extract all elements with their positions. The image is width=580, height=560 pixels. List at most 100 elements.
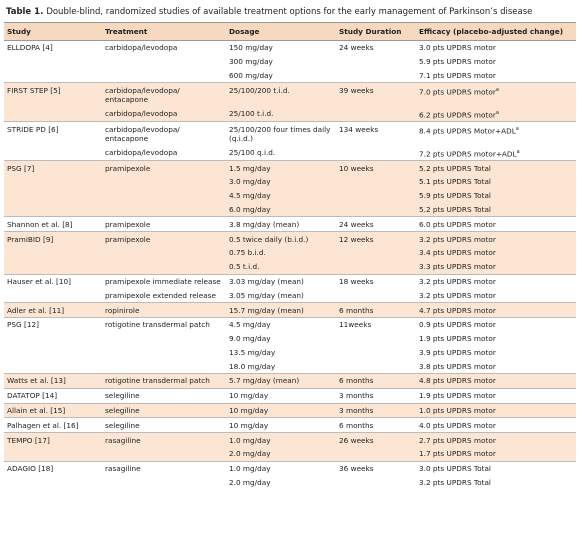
table-row: Shannon et al. [8] pramipexole 3.8 mg/day … (4, 216, 576, 232)
treatment-cell: rasagiline (102, 432, 226, 447)
column-header: Efficacy (placebo-adjusted change) (416, 23, 576, 41)
table-row: Hauser et al. [10] pramipexole immediate … (4, 273, 576, 303)
table-row: 9.0 mg/day 1.9 pts UPDRS motor (4, 332, 576, 346)
treatment-cell: selegiline (102, 417, 226, 433)
efficacy-text: 3.0 pts UPDRS Total (419, 464, 491, 474)
table-row: Palhagen et al. [16] selegiline 10 mg/day 6… (4, 417, 576, 433)
efficacy-cell: 2.7 pts UPDRS motor (416, 432, 576, 447)
dosage-cell: 15.7 mg/day (mean) (226, 302, 336, 318)
efficacy-text: 3.2 pts UPDRS motor (419, 290, 496, 300)
dosage-cell: 25/100/200 four times daily (q.i.d.) (226, 121, 336, 146)
treatment-cell: carbidopa/levodopa/ entacapone (102, 121, 226, 146)
study-cell: PSG [12] (4, 316, 102, 374)
duration-cell: 24 weeks (336, 39, 416, 55)
treatment-cell: selegiline (102, 402, 226, 418)
study-cell: Palhagen et al. [16] (4, 417, 102, 433)
table-row: TEMPO [17] rasagiline 1.0 mg/day 26 weeks 2.… (4, 432, 576, 462)
efficacy-cell: 8.4 pts UPDRS Motor+ADLa (416, 121, 576, 146)
treatment-cell (102, 246, 226, 260)
table-row: PSG [12] rotigotine transdermal patch 4.5 … (4, 316, 576, 374)
efficacy-text: 1.7 pts UPDRS motor (419, 449, 496, 459)
study-cell: Hauser et al. [10] (4, 273, 102, 303)
table-row: ADAGIO [18] rasagiline 1.0 mg/day 36 weeks 3… (4, 460, 576, 490)
efficacy-cell: 5.2 pts UPDRS Total (416, 160, 576, 176)
duration-cell (336, 188, 416, 203)
efficacy-cell: 5.1 pts UPDRS Total (416, 175, 576, 189)
efficacy-cell: 3.2 pts UPDRS motor (416, 288, 576, 302)
duration-cell: 3 months (336, 402, 416, 418)
table-title: Table 1. Double-blind, randomized studies… (4, 4, 576, 23)
duration-cell (336, 446, 416, 462)
efficacy-cell: 1.9 pts UPDRS motor (416, 332, 576, 346)
efficacy-cell: 6.2 pts UPDRS motora (416, 106, 576, 122)
efficacy-text: 7.1 pts UPDRS motor (419, 70, 496, 80)
table-row: 2.0 mg/day 1.7 pts UPDRS motor (4, 446, 576, 462)
duration-cell (336, 359, 416, 373)
duration-cell (336, 106, 416, 122)
treatment-cell: pramipexole (102, 160, 226, 176)
treatment-cell: pramipexole (102, 216, 226, 232)
treatment-cell: rasagiline (102, 460, 226, 476)
treatment-cell: pramipexole (102, 231, 226, 246)
study-cell: STRIDE PD [6] (4, 121, 102, 161)
efficacy-text: 1.9 pts UPDRS motor (419, 391, 496, 401)
duration-cell: 24 weeks (336, 216, 416, 232)
dosage-cell: 3.0 mg/day (226, 175, 336, 189)
treatment-cell (102, 332, 226, 346)
table-row: ELLDOPA [4] carbidopa/levodopa 150 mg/day 2… (4, 39, 576, 83)
duration-cell: 18 weeks (336, 273, 416, 289)
treatment-cell: carbidopa/levodopa (102, 106, 226, 122)
efficacy-text: 5.2 pts UPDRS Total (419, 163, 491, 173)
efficacy-text: 3.3 pts UPDRS motor (419, 262, 496, 272)
duration-cell: 26 weeks (336, 432, 416, 447)
table-row: FIRST STEP [5] carbidopa/levodopa/ entaca… (4, 82, 576, 122)
table-row: PSG [7] pramipexole 1.5 mg/day 10 weeks 5.2 … (4, 160, 576, 217)
efficacy-text: 3.2 pts UPDRS motor (419, 276, 496, 286)
dosage-cell: 2.0 mg/day (226, 446, 336, 462)
column-header: Study (4, 23, 102, 41)
efficacy-text: 7.0 pts UPDRS motor (419, 87, 496, 97)
efficacy-cell: 3.0 pts UPDRS motor (416, 39, 576, 55)
efficacy-text: 4.7 pts UPDRS motor (419, 305, 496, 315)
dosage-cell: 10 mg/day (226, 402, 336, 418)
footnote-mark: a (495, 109, 499, 116)
study-cell: TEMPO [17] (4, 432, 102, 462)
efficacy-cell: 3.2 pts UPDRS motor (416, 273, 576, 289)
treatment-cell: rotigotine transdermal patch (102, 316, 226, 332)
efficacy-text: 3.2 pts UPDRS Total (419, 477, 491, 487)
study-cell: PramiBID [9] (4, 231, 102, 275)
efficacy-cell: 3.2 pts UPDRS motor (416, 231, 576, 246)
dosage-cell: 9.0 mg/day (229, 334, 271, 344)
dosage-cell: 1.5 mg/day (226, 160, 336, 176)
table-row: 300 mg/day 5.9 pts UPDRS motor (4, 55, 576, 69)
dosage-cell: 2.0 mg/day (229, 477, 271, 487)
efficacy-cell: 1.0 pts UPDRS motor (416, 402, 576, 418)
treatment-cell (102, 55, 226, 69)
title-text: Double-blind, randomized studies of avai… (46, 7, 533, 17)
treatment-cell: pramipexole immediate release (102, 273, 226, 289)
duration-cell: 134 weeks (336, 121, 416, 146)
study-cell: ELLDOPA [4] (4, 39, 102, 83)
table-row: 3.0 mg/day 5.1 pts UPDRS Total (4, 175, 576, 189)
dosage-cell: 25/100 q.i.d. (229, 147, 276, 157)
table-label: Table 1. (6, 7, 44, 17)
dosage-cell: 0.5 twice daily (b.i.d.) (226, 231, 336, 246)
dosage-cell: 10 mg/day (226, 417, 336, 433)
duration-cell (336, 476, 416, 490)
table-body: ELLDOPA [4] carbidopa/levodopa 150 mg/day 2… (4, 39, 576, 490)
efficacy-cell: 0.9 pts UPDRS motor (416, 316, 576, 332)
duration-cell (336, 202, 416, 217)
dosage-cell: 0.5 t.i.d. (226, 259, 336, 275)
table-row: 13.5 mg/day 3.9 pts UPDRS motor (4, 345, 576, 359)
table-row: PramiBID [9] pramipexole 0.5 twice daily (… (4, 231, 576, 275)
efficacy-cell: 7.2 pts UPDRS motor+ADLa (416, 145, 576, 161)
table-row: 4.5 mg/day 5.9 pts UPDRS Total (4, 188, 576, 203)
duration-cell: 3 months (336, 387, 416, 404)
treatment-cell: carbidopa/levodopa (105, 147, 178, 157)
study-cell: ADAGIO [18] (4, 460, 102, 490)
table-row: 2.0 mg/day 3.2 pts UPDRS Total (4, 476, 576, 490)
duration-cell (336, 145, 416, 161)
efficacy-cell: 3.9 pts UPDRS motor (416, 345, 576, 359)
efficacy-cell: 7.1 pts UPDRS motor (416, 69, 576, 83)
